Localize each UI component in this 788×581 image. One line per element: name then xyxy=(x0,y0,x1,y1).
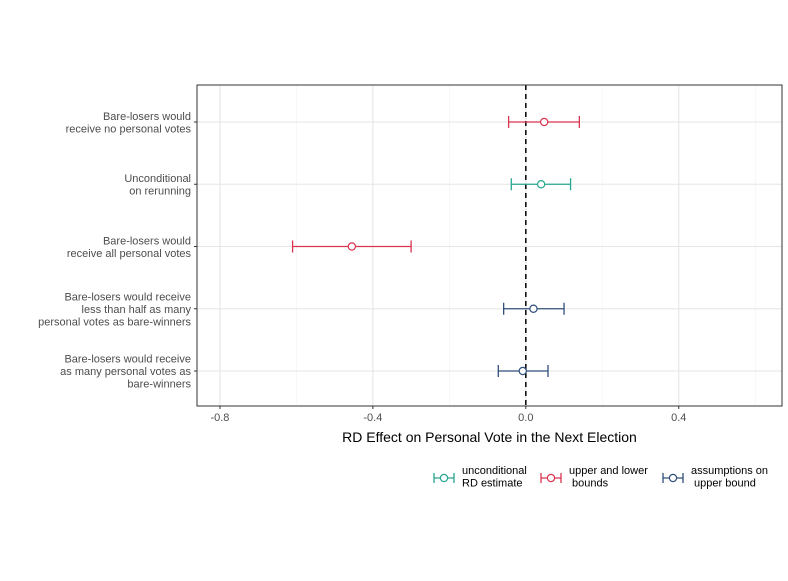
legend-label: unconditional RD estimate xyxy=(462,465,527,490)
x-tick-label: 0.4 xyxy=(671,412,686,424)
error-bars xyxy=(291,116,581,377)
legend-key-point xyxy=(668,473,678,483)
estimate-point xyxy=(539,117,549,127)
x-axis-ticks: -0.8 -0.4 0.0 0.4 xyxy=(210,406,686,424)
row-label-line: on rerunning xyxy=(129,186,191,198)
estimate-point xyxy=(347,242,357,251)
row-label-line: Bare-losers would xyxy=(103,111,191,123)
estimate-point xyxy=(529,304,538,313)
legend-label-line: unconditional xyxy=(462,465,527,477)
legend-key-point xyxy=(546,473,556,483)
plot-border xyxy=(196,84,783,407)
legend-label: upper and lower bounds xyxy=(569,465,648,490)
row-label: Bare-losers would receive less than half … xyxy=(38,291,191,328)
legend-key-point xyxy=(439,473,449,483)
legend-item: assumptions on upper bound xyxy=(662,465,768,490)
legend-label-line: upper and lower xyxy=(569,465,648,477)
row-label-line: Bare-losers would xyxy=(103,235,191,247)
row-label-line: Bare-losers would receive xyxy=(64,354,191,366)
y-axis-labels: Bare-losers would receive no personal vot… xyxy=(38,111,197,391)
x-tick-label: -0.4 xyxy=(363,412,382,424)
estimate-row xyxy=(497,365,549,377)
row-label: Unconditional on rerunning xyxy=(124,173,191,198)
row-label-line: receive no personal votes xyxy=(66,123,192,135)
estimate-point xyxy=(518,366,527,376)
legend-item: unconditional RD estimate xyxy=(433,465,527,490)
legend-label-line: assumptions on xyxy=(691,465,768,477)
estimate-row xyxy=(502,302,565,315)
row-label: Bare-losers would receive as many persona… xyxy=(60,354,191,391)
legend-label: assumptions on upper bound xyxy=(691,465,768,490)
legend: unconditional RD estimate upper and lower … xyxy=(433,465,768,490)
row-label-line: less than half as many xyxy=(82,304,192,316)
row-label-line: Bare-losers would receive xyxy=(64,291,191,303)
estimate-point xyxy=(536,180,546,189)
legend-label-line: RD estimate xyxy=(462,478,523,490)
estimate-row xyxy=(510,178,572,191)
legend-label-line: upper bound xyxy=(691,478,756,490)
row-label-line: Unconditional xyxy=(124,173,191,185)
row-label-line: bare-winners xyxy=(127,379,191,391)
row-label-line: receive all personal votes xyxy=(67,248,192,260)
row-label: Bare-losers would receive all personal vo… xyxy=(67,235,192,260)
estimate-row xyxy=(291,240,412,253)
x-tick-label: -0.8 xyxy=(210,412,229,424)
row-label-line: personal votes as bare-winners xyxy=(38,316,191,328)
row-label: Bare-losers would receive no personal vot… xyxy=(66,111,192,136)
legend-label-line: bounds xyxy=(569,478,609,490)
legend-item: upper and lower bounds xyxy=(540,465,648,490)
row-label-line: as many personal votes as xyxy=(60,366,191,378)
x-axis-title: RD Effect on Personal Vote in the Next E… xyxy=(342,429,637,445)
estimate-row xyxy=(507,116,581,128)
x-tick-label: 0.0 xyxy=(518,412,533,424)
